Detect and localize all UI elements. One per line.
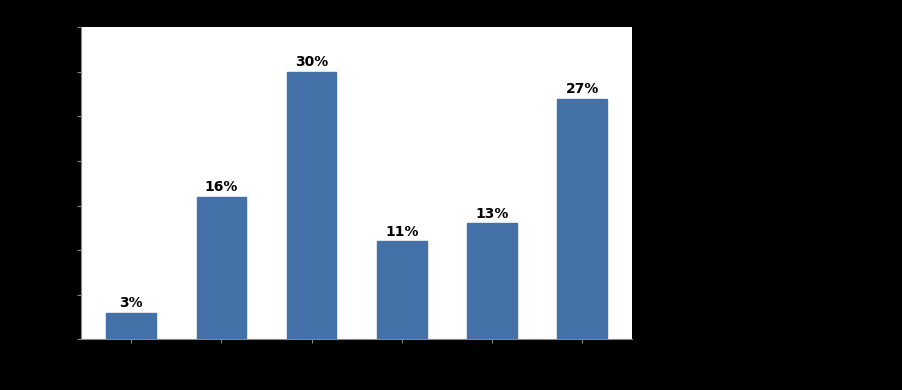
X-axis label: hCG levels (mIU/ml): hCG levels (mIU/ml) [272, 367, 441, 382]
Bar [106, 312, 156, 339]
Y-axis label: Population (%): Population (%) [36, 120, 51, 246]
Text: 30%: 30% [295, 55, 327, 69]
Text: 27%: 27% [565, 82, 598, 96]
Bar [197, 197, 246, 339]
Bar [287, 72, 336, 339]
Bar [557, 99, 606, 339]
Bar [466, 223, 516, 339]
Text: 13%: 13% [474, 207, 508, 221]
Text: 3%: 3% [119, 296, 143, 310]
Text: 11%: 11% [384, 225, 419, 239]
Bar [376, 241, 426, 339]
Text: 16%: 16% [205, 180, 238, 194]
